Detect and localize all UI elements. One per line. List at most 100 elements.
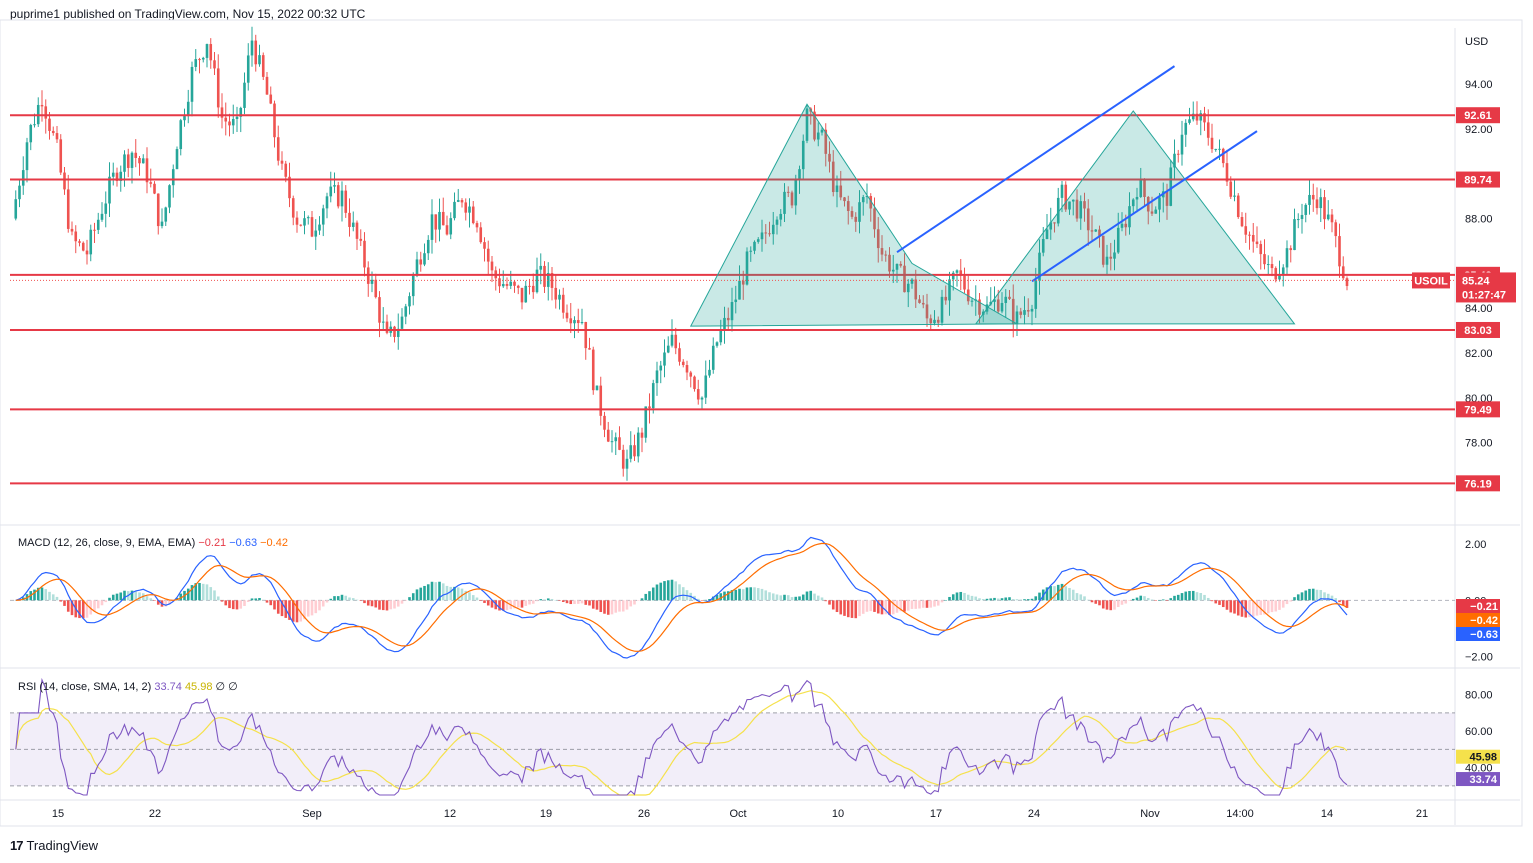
candle-body (723, 317, 726, 331)
macd-bar (843, 600, 846, 616)
macd-bar (655, 584, 659, 601)
rsi-line (15, 677, 1348, 796)
candle-body (29, 125, 33, 143)
macd-bar (1128, 600, 1131, 601)
macd-bar (1045, 587, 1049, 601)
candle-body (1210, 137, 1214, 150)
candle-body (486, 248, 490, 262)
candle-body (880, 248, 884, 255)
candle-body (171, 169, 175, 186)
candle-body (1255, 241, 1259, 245)
macd-bar (280, 600, 284, 617)
candle-body (543, 265, 546, 287)
candle-body (681, 361, 685, 366)
candle-body (828, 153, 831, 162)
macd-bar (1116, 600, 1120, 608)
candle-body (944, 296, 948, 301)
macd-bar (1004, 597, 1008, 601)
candle-body (1105, 256, 1109, 265)
candle-body (1071, 199, 1075, 202)
candle-body (1311, 194, 1315, 200)
candle-body (573, 320, 576, 324)
candle-body (243, 82, 246, 108)
candle-body (460, 200, 464, 203)
candle-body (621, 449, 625, 469)
macd-bar (730, 590, 734, 601)
candle-body (730, 302, 734, 321)
time-tick-label: Oct (729, 808, 746, 820)
macd-value-tag (1456, 627, 1500, 641)
candle-body (846, 201, 850, 211)
candle-body (925, 304, 929, 319)
macd-value-tag-label: −0.21 (1470, 601, 1498, 613)
candle-body (801, 140, 805, 170)
macd-bar (1049, 586, 1053, 601)
level-tag-label: 92.61 (1464, 110, 1492, 122)
macd-bar (550, 598, 554, 601)
candle-body (700, 397, 704, 400)
candle-body (239, 107, 243, 117)
macd-bar (786, 595, 790, 601)
candle-body (318, 224, 321, 231)
candle-body (453, 201, 456, 219)
price-tick-label: 84.00 (1465, 303, 1493, 315)
macd-bar (138, 592, 141, 601)
candle-body (1341, 266, 1345, 279)
tradingview-logo[interactable]: 17 TradingView (10, 838, 98, 853)
macd-bar (640, 598, 644, 601)
macd-bar (828, 600, 831, 605)
candle-body (123, 154, 126, 172)
macd-bar (96, 600, 100, 609)
macd-bar (314, 600, 318, 614)
candle-body (1165, 191, 1169, 206)
candle-body (726, 317, 730, 321)
candle-body (400, 316, 404, 329)
candle-body (1075, 199, 1079, 219)
price-tick-label: 88.00 (1465, 214, 1493, 226)
price-tick-label: 92.00 (1465, 124, 1493, 136)
candle-body (520, 287, 524, 303)
last-price-tag (1456, 272, 1516, 303)
macd-bar (1188, 591, 1191, 601)
candle-body (1248, 234, 1251, 236)
time-tick-label: Sep (302, 808, 322, 820)
macd-bar (1233, 600, 1236, 614)
candle-body (1038, 252, 1041, 281)
candle-body (550, 273, 554, 288)
macd-bar (1120, 600, 1124, 605)
candle-body (1098, 229, 1101, 236)
candle-body (696, 389, 700, 400)
macd-bar (329, 598, 333, 601)
macd-bar (194, 583, 198, 601)
rsi-legend-value: 33.74 (154, 681, 185, 693)
macd-bar (584, 600, 588, 605)
candle-body (1131, 199, 1135, 207)
candle-body (831, 161, 835, 193)
macd-signal-line (15, 542, 1348, 652)
macd-legend: MACD (12, 26, close, 9, EMA, EMA) −0.21 … (18, 537, 288, 549)
macd-bar (599, 600, 603, 613)
candle-body (393, 326, 396, 337)
price-tick-label: 78.00 (1465, 438, 1493, 450)
candle-body (1221, 148, 1225, 164)
candle-body (1229, 181, 1233, 197)
time-tick-label: Nov (1140, 808, 1160, 820)
macd-bar (1008, 597, 1011, 601)
macd-bar (336, 596, 340, 601)
macd-bar (1124, 600, 1128, 604)
candle-body (786, 191, 790, 193)
candle-body (1270, 264, 1274, 269)
macd-bar (621, 600, 625, 612)
macd-bar (186, 588, 190, 601)
time-tick-label: 14:00 (1226, 808, 1254, 820)
macd-bar (704, 599, 708, 601)
macd-bar (794, 596, 798, 601)
candle-body (1338, 236, 1341, 267)
candle-body (805, 108, 809, 141)
macd-bar (914, 600, 918, 609)
macd-bar (865, 600, 869, 612)
macd-bar (775, 594, 779, 601)
candle-body (618, 437, 621, 450)
candle-body (648, 406, 651, 409)
